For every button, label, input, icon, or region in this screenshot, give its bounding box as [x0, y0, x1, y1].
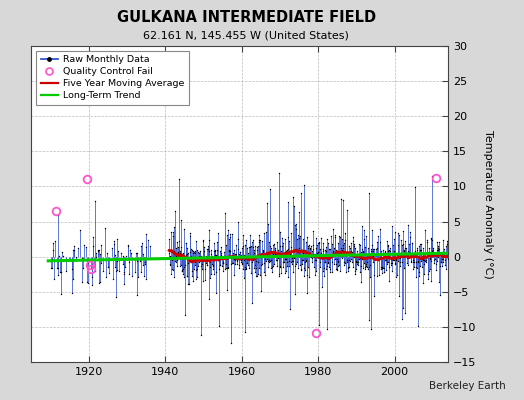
Legend: Raw Monthly Data, Quality Control Fail, Five Year Moving Average, Long-Term Tren: Raw Monthly Data, Quality Control Fail, …: [36, 51, 189, 105]
Text: GULKANA INTERMEDIATE FIELD: GULKANA INTERMEDIATE FIELD: [117, 10, 376, 25]
Y-axis label: Temperature Anomaly (°C): Temperature Anomaly (°C): [483, 130, 493, 278]
Text: Berkeley Earth: Berkeley Earth: [429, 381, 506, 391]
Text: 62.161 N, 145.455 W (United States): 62.161 N, 145.455 W (United States): [144, 30, 349, 40]
